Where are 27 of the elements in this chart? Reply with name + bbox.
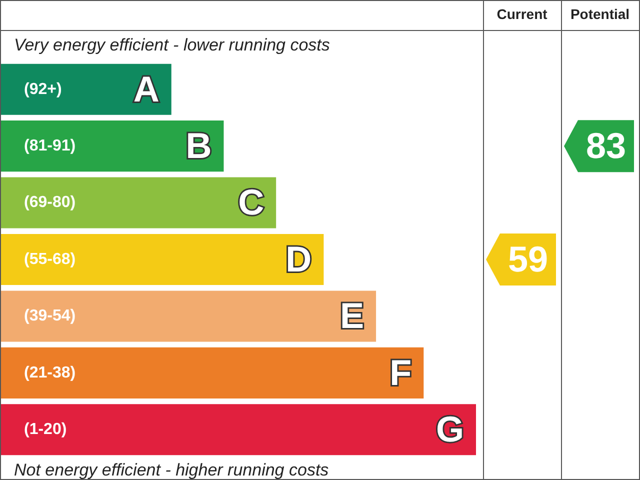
bar (0, 234, 324, 286)
annotation: (92+) (24, 80, 62, 98)
text: 59 (508, 238, 548, 280)
text: 83 (586, 124, 626, 166)
annotation: (81-91) (24, 137, 76, 154)
annotation: (21-38) (24, 364, 76, 382)
annotation: (69-80) (24, 194, 76, 212)
y-tick-label: G (436, 408, 464, 450)
y-tick-label: E (340, 295, 364, 336)
bar (0, 290, 376, 342)
text: Not energy efficient - higher running costs (14, 460, 330, 480)
bar (0, 404, 476, 456)
y-tick-label: C (238, 182, 264, 223)
annotation: (55-68) (24, 250, 76, 268)
text: Potential (570, 6, 630, 22)
text: Current (496, 6, 548, 22)
y-tick-label: A (133, 68, 160, 110)
annotation: (39-54) (24, 308, 76, 325)
bar (0, 177, 276, 228)
bar (0, 64, 172, 115)
bar (0, 120, 224, 172)
y-tick-label: B (186, 124, 212, 166)
y-tick-label: F (390, 352, 412, 393)
bar (0, 347, 424, 398)
text: Very energy efficient - lower running costs (14, 36, 330, 55)
annotation: (1-20) (24, 421, 67, 438)
y-tick-label: D (286, 238, 312, 280)
